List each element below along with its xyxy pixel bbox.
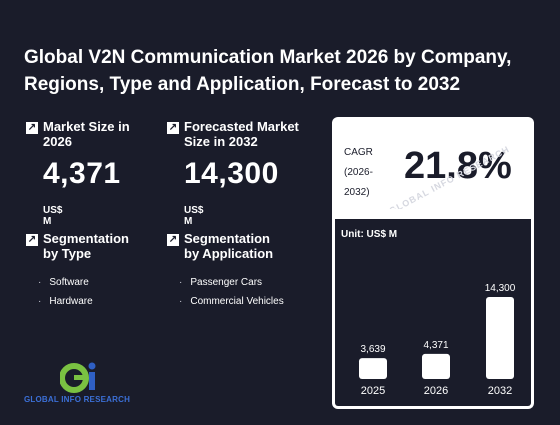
segmentation-type-list: Software Hardware xyxy=(38,273,93,311)
arrow-up-right-icon: ↗ xyxy=(26,122,38,134)
bar-2026 xyxy=(422,353,450,379)
forecast-value: 14,300 xyxy=(184,157,279,190)
forecast-unit: US$ M xyxy=(184,205,204,227)
market-size-unit: US$ M xyxy=(43,205,63,227)
market-size-label: Market Size in 2026 xyxy=(43,119,130,149)
cagr-label: CAGR (2026-2032) xyxy=(344,147,373,198)
arrow-up-right-icon: ↗ xyxy=(167,234,179,246)
arrow-up-right-icon: ↗ xyxy=(167,122,179,134)
arrow-up-right-icon: ↗ xyxy=(26,234,38,246)
cagr-panel: CAGR (2026-2032) 21.8% GLOBAL INFO RESEA… xyxy=(332,117,534,216)
bar-value-label: 3,639 xyxy=(360,344,385,355)
bar-chart: 3,639 2025 4,371 2026 14,300 2032 xyxy=(359,283,516,397)
bar-value-label: 4,371 xyxy=(423,340,448,351)
list-item: Hardware xyxy=(38,292,92,311)
chart-panel: Unit: US$ M 3,639 2025 4,371 2026 14,300 2032 xyxy=(332,219,534,409)
company-logo: GLOBAL INFO RESEARCH xyxy=(24,360,174,405)
page-title: Global V2N Communication Market 2026 by … xyxy=(24,47,512,95)
bar-2025 xyxy=(359,358,387,379)
market-size-value: 4,371 xyxy=(43,157,121,190)
bar-2032 xyxy=(486,297,514,379)
chart-frame-top xyxy=(332,209,534,221)
cagr-value: 21.8% xyxy=(404,145,512,187)
x-tick-label: 2032 xyxy=(488,385,512,397)
logo-text: GLOBAL INFO RESEARCH xyxy=(24,395,131,404)
bar-value-label: 14,300 xyxy=(485,283,516,294)
logo-mark-icon xyxy=(60,362,96,393)
x-tick-label: 2026 xyxy=(424,385,448,397)
segmentation-application-label: Segmentation by Application xyxy=(184,231,274,261)
chart-unit-label: Unit: US$ M xyxy=(341,229,398,240)
list-item: Software xyxy=(38,273,93,292)
list-item: Passenger Cars xyxy=(179,273,284,292)
segmentation-application-list: Passenger Cars Commercial Vehicles xyxy=(179,273,284,311)
segmentation-type-label: Segmentation by Type xyxy=(43,231,129,261)
forecast-label: Forecasted Market Size in 2032 xyxy=(184,119,299,149)
x-tick-label: 2025 xyxy=(361,385,385,397)
list-item: Commercial Vehicles xyxy=(179,292,283,311)
